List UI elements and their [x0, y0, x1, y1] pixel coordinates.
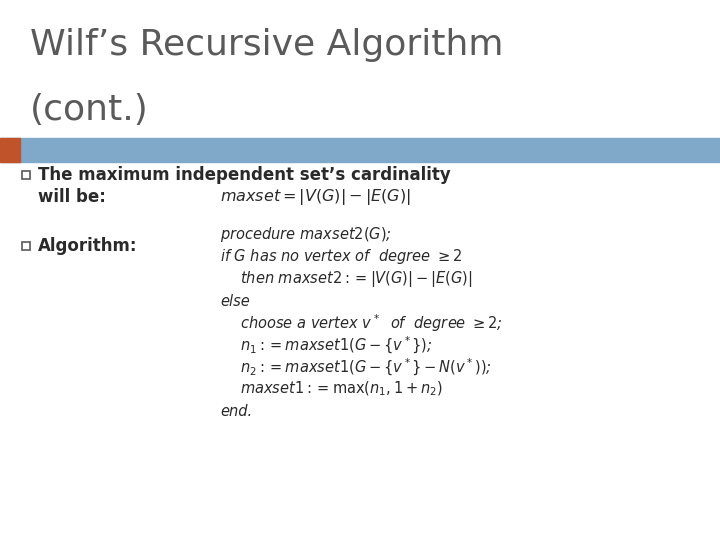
- Text: $maxset1 := \max(n_1, 1 + n_2)$: $maxset1 := \max(n_1, 1 + n_2)$: [240, 380, 444, 398]
- Bar: [0, 138, 720, 162]
- Text: then $maxset2 := |V(G)| - |E(G)|$: then $maxset2 := |V(G)| - |E(G)|$: [240, 269, 472, 289]
- Text: procedure $maxset2(G)$;: procedure $maxset2(G)$;: [220, 226, 392, 245]
- Bar: [0, 138, 20, 162]
- Text: else: else: [220, 294, 250, 308]
- Text: (cont.): (cont.): [30, 93, 149, 127]
- Text: if $G$ has no vertex of  degree $\geq 2$: if $G$ has no vertex of degree $\geq 2$: [220, 247, 462, 267]
- Text: Algorithm:: Algorithm:: [38, 237, 138, 255]
- Text: choose a vertex $v^*$  of  degree $\geq 2$;: choose a vertex $v^*$ of degree $\geq 2$…: [240, 312, 503, 334]
- Text: $n_2 := maxset1(G - \{v^*\} - N(v^*))$;: $n_2 := maxset1(G - \{v^*\} - N(v^*))$;: [240, 356, 492, 377]
- Text: The maximum independent set’s cardinality: The maximum independent set’s cardinalit…: [38, 166, 451, 184]
- Text: Wilf’s Recursive Algorithm: Wilf’s Recursive Algorithm: [30, 28, 503, 62]
- Text: $maxset = |V(G)| - |E(G)|$: $maxset = |V(G)| - |E(G)|$: [220, 187, 411, 207]
- Text: $n_1 := maxset1(G - \{v^*\})$;: $n_1 := maxset1(G - \{v^*\})$;: [240, 334, 433, 355]
- Text: end.: end.: [220, 403, 252, 418]
- Bar: [22, 242, 30, 250]
- Text: will be:: will be:: [38, 188, 106, 206]
- Bar: [22, 171, 30, 179]
